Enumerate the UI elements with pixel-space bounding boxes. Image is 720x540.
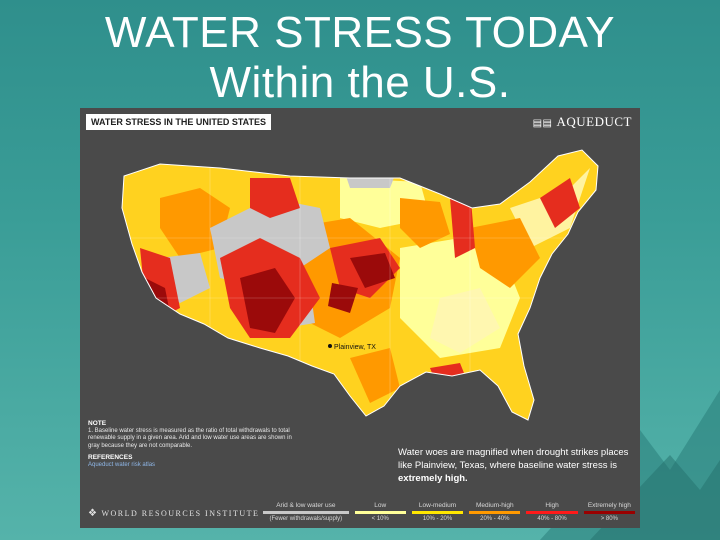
- legend-label: High: [545, 502, 559, 509]
- brand-name: AQUEDUCT: [556, 114, 632, 129]
- slide-title-line-1: WATER STRESS TODAY: [104, 8, 616, 57]
- map-header-label: WATER STRESS IN THE UNITED STATES: [86, 114, 272, 130]
- caption-emphasis: extremely high.: [398, 473, 468, 484]
- legend-swatch: [469, 511, 521, 514]
- legend-item: Low < 10%: [352, 500, 409, 528]
- legend-item: Extremely high > 80%: [581, 500, 638, 528]
- legend-item: High 40% - 80%: [523, 500, 580, 528]
- note-block: NOTE 1. Baseline water stress is measure…: [88, 420, 298, 469]
- slide-title: WATER STRESS TODAY Within the U.S.: [0, 8, 720, 108]
- brand-block: ▤▤ AQUEDUCT: [533, 114, 632, 132]
- legend-range: 20% - 40%: [480, 516, 510, 522]
- wri-logo-icon: ❖: [88, 508, 99, 519]
- legend-label: Low: [374, 502, 387, 509]
- legend-swatch: [411, 511, 464, 514]
- legend-range: (Fewer withdrawals/supply): [269, 516, 343, 522]
- note-title: NOTE: [88, 420, 107, 427]
- map-regions: [122, 150, 598, 420]
- legend-range: < 10%: [371, 516, 389, 522]
- legend-item: Arid & low water use (Fewer withdrawals/…: [260, 500, 352, 528]
- references-link[interactable]: Aqueduct water risk atlas: [88, 461, 156, 468]
- slide-title-line-2: Within the U.S.: [209, 58, 511, 107]
- note-text: 1. Baseline water stress is measured as …: [88, 427, 292, 449]
- legend-swatch: [526, 511, 578, 514]
- legend-label: Medium-high: [476, 502, 514, 509]
- legend-item: Medium-high 20% - 40%: [466, 500, 523, 528]
- us-outline: [121, 149, 599, 421]
- legend-swatch: [263, 511, 349, 514]
- legend-swatch: [583, 511, 635, 514]
- legend-label: Low-medium: [418, 502, 457, 509]
- map-panel: WATER STRESS IN THE UNITED STATES ▤▤ AQUE…: [80, 108, 640, 528]
- caption-text: Water woes are magnified when drought st…: [398, 447, 629, 471]
- legend-range: 10% - 20%: [422, 516, 453, 522]
- map-caption: Water woes are magnified when drought st…: [398, 446, 634, 485]
- legend-range: > 80%: [600, 516, 618, 522]
- org-name: WORLD RESOURCES INSTITUTE: [101, 509, 260, 518]
- wri-brand: ❖ WORLD RESOURCES INSTITUTE: [88, 508, 259, 519]
- legend-label: Extremely high: [587, 502, 631, 509]
- plainview-label: Plainview, TX: [334, 344, 376, 351]
- map-footer: ❖ WORLD RESOURCES INSTITUTE Arid & low wa…: [80, 500, 640, 528]
- legend-item: Low-medium 10% - 20%: [409, 500, 466, 528]
- legend-label: Arid & low water use: [276, 502, 336, 509]
- references-title: REFERENCES: [88, 454, 133, 461]
- us-water-stress-map: Plainview, TX: [121, 149, 599, 421]
- legend-range: 40% - 80%: [537, 516, 567, 522]
- plainview-marker-icon: [328, 344, 332, 348]
- legend-swatch: [354, 511, 406, 514]
- aqueduct-logo-icon: ▤▤: [532, 118, 553, 129]
- stress-legend: Arid & low water use (Fewer withdrawals/…: [260, 500, 638, 528]
